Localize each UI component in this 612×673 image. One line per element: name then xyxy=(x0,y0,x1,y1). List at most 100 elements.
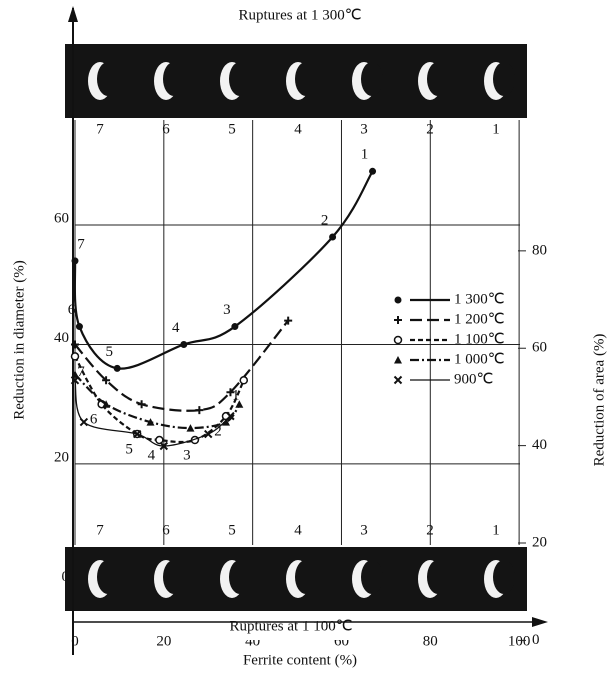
strip-label: 5 xyxy=(228,522,236,538)
x-tick-label: 20 xyxy=(156,633,171,649)
marker xyxy=(137,400,146,409)
top-strip-title: Ruptures at 1 300℃ xyxy=(238,7,361,23)
strip-label: 6 xyxy=(162,121,170,137)
marker xyxy=(235,400,244,408)
marker xyxy=(71,257,79,265)
legend-label: 900℃ xyxy=(454,371,493,387)
point-label: 5 xyxy=(105,344,113,360)
strip-label: 3 xyxy=(360,522,368,538)
crescent-shadow xyxy=(229,560,251,594)
marker xyxy=(369,167,377,175)
marker xyxy=(231,323,239,331)
strip-label: 2 xyxy=(426,121,434,137)
legend-marker xyxy=(394,296,402,304)
strip-label: 4 xyxy=(294,121,302,137)
marker xyxy=(226,388,235,397)
marker xyxy=(284,316,293,325)
strip-label: 3 xyxy=(360,121,368,137)
x-tick-label: 100 xyxy=(508,633,531,649)
y-tick-label: 60 xyxy=(54,210,69,226)
point-label: 7 xyxy=(77,236,85,252)
y2-tick-label: 60 xyxy=(532,340,547,356)
strip-label: 5 xyxy=(228,121,236,137)
legend-label: 1 300℃ xyxy=(454,291,505,307)
strip-label: 4 xyxy=(294,522,302,538)
y-tick-label: 20 xyxy=(54,449,69,465)
x-tick-label: 0 xyxy=(71,633,79,649)
crescent-shadow xyxy=(295,560,317,594)
y2-tick-label: 20 xyxy=(532,534,547,550)
x-tick-label: 80 xyxy=(423,633,438,649)
point-label: 2 xyxy=(321,212,329,228)
y2-tick-label: 40 xyxy=(532,437,547,453)
crescent-shadow xyxy=(229,62,251,96)
marker xyxy=(102,400,111,408)
marker xyxy=(222,418,230,426)
marker xyxy=(146,418,155,426)
marker xyxy=(155,435,164,445)
marker xyxy=(329,233,337,241)
marker xyxy=(204,429,213,439)
crescent-shadow xyxy=(361,62,383,96)
crescent-shadow xyxy=(97,560,119,594)
y-axis-title: Reduction in diameter (%) xyxy=(11,260,27,420)
series-line xyxy=(74,373,241,430)
point-label: 6 xyxy=(68,302,76,318)
point-label: 5 xyxy=(125,441,133,457)
marker xyxy=(132,429,142,439)
marker xyxy=(113,364,121,372)
strip-label: 7 xyxy=(96,121,104,137)
crescent-shadow xyxy=(493,560,515,594)
y-tick-label: 40 xyxy=(54,330,69,346)
strip-label: 1 xyxy=(492,522,500,538)
marker xyxy=(79,417,89,427)
crescent-shadow xyxy=(97,62,119,96)
crescent-shadow xyxy=(361,560,383,594)
marker xyxy=(71,340,79,349)
marker xyxy=(226,411,235,421)
x-axis-arrow xyxy=(532,617,548,627)
y-axis-arrow xyxy=(68,6,78,22)
marker xyxy=(239,376,249,385)
point-label: 1 xyxy=(232,388,240,404)
marker xyxy=(102,376,111,385)
point-label: 4 xyxy=(148,447,156,463)
y2-axis-title: Reduction of area (%) xyxy=(591,334,607,467)
crescent-shadow xyxy=(163,62,185,96)
point-label: 6 xyxy=(90,412,98,428)
marker xyxy=(70,376,80,385)
crescent-shadow xyxy=(163,560,185,594)
legend-marker xyxy=(394,316,402,324)
legend-marker xyxy=(393,335,403,345)
crescent-shadow xyxy=(427,62,449,96)
x-axis-title: Ferrite content (%) xyxy=(243,652,357,668)
point-label: 1 xyxy=(361,147,369,163)
marker xyxy=(70,352,80,361)
legend-marker xyxy=(394,356,402,364)
marker xyxy=(195,406,204,415)
crescent-shadow xyxy=(493,62,515,96)
bottom-strip-title: Ruptures at 1 100℃ xyxy=(229,618,352,634)
marker xyxy=(75,323,83,331)
crescent-shadow xyxy=(295,62,317,96)
point-label: 3 xyxy=(223,302,231,318)
marker xyxy=(159,441,169,451)
y2-tick-label: 80 xyxy=(532,242,547,258)
series-line xyxy=(73,170,374,370)
point-label: 7 xyxy=(77,364,85,380)
legend-label: 1 100℃ xyxy=(454,331,505,347)
point-label: 4 xyxy=(172,320,180,336)
legend-label: 1 200℃ xyxy=(454,311,505,327)
legend-marker xyxy=(393,375,403,385)
strip-label: 2 xyxy=(426,522,434,538)
crescent-shadow xyxy=(427,560,449,594)
strip-title-box xyxy=(185,612,397,640)
point-label: 3 xyxy=(183,447,191,463)
point-label: 2 xyxy=(214,424,222,440)
marker xyxy=(180,340,188,348)
legend-label: 1 000℃ xyxy=(454,351,505,367)
strip-label: 7 xyxy=(96,522,104,538)
marker xyxy=(71,370,79,378)
